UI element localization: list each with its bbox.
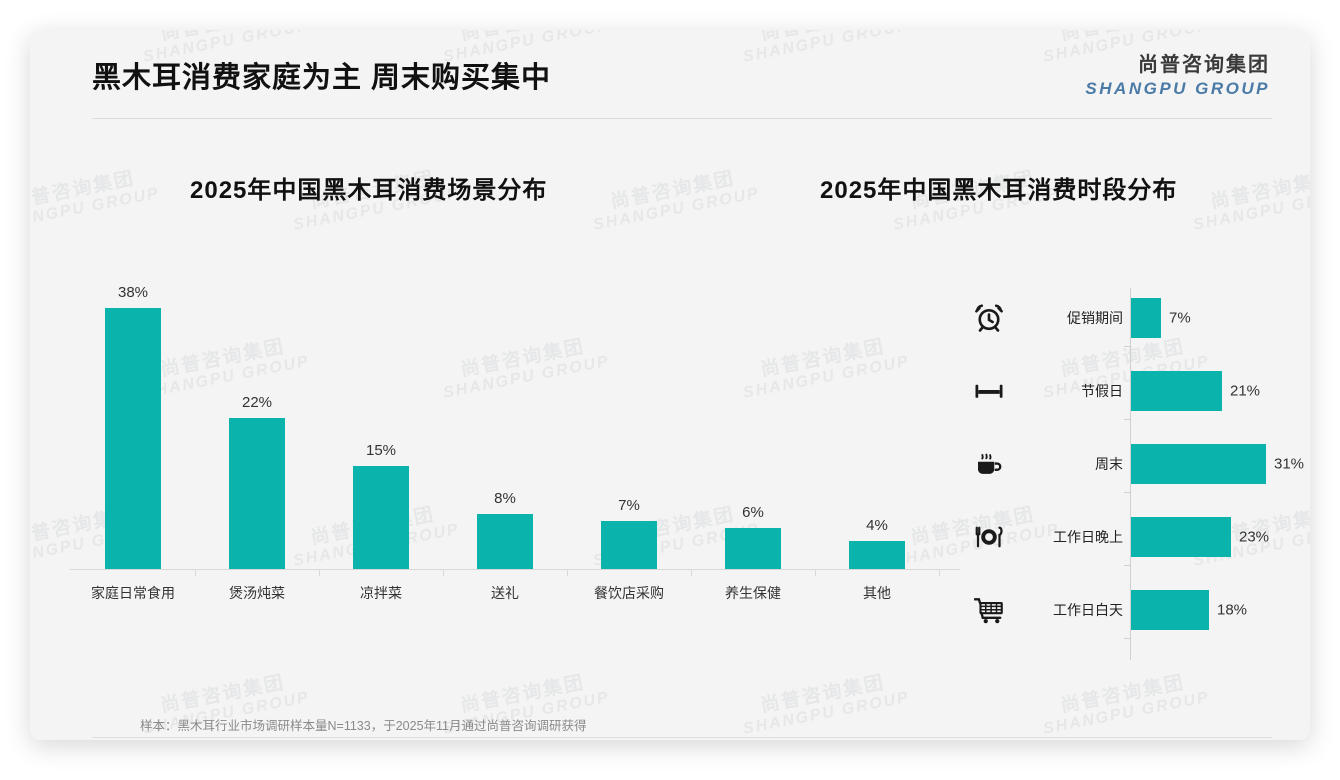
hbar-row: 工作日晚上 23% [960, 509, 1300, 565]
page-title: 黑木耳消费家庭为主 周末购买集中 [92, 62, 552, 94]
logo-english-text: SHANGPU GROUP [1085, 79, 1270, 98]
vbar-column: 22% 煲汤炖菜 [206, 394, 308, 601]
hbar-axis-tick [1124, 419, 1130, 420]
vbar-axis-tick [567, 570, 568, 576]
vbar-axis-tick [691, 570, 692, 576]
vbar-category-label: 餐饮店采购 [594, 585, 664, 601]
hbar-fill[interactable] [1131, 298, 1161, 338]
hbar-axis-tick [1124, 346, 1130, 347]
vbar-column: 7% 餐饮店采购 [578, 497, 680, 601]
hbar-category-label: 周末 [1095, 456, 1123, 472]
vbar-axis-tick [443, 570, 444, 576]
hbar-category-axis [1130, 288, 1131, 660]
vbar-fill[interactable] [601, 521, 657, 569]
shopping-cart-icon [972, 593, 1006, 627]
footer-divider [92, 737, 1272, 738]
hbar-row: 周末 31% [960, 436, 1304, 492]
vbar-value-label: 4% [866, 517, 888, 534]
vbar-value-label: 7% [618, 497, 640, 514]
vbar-value-label: 22% [241, 394, 273, 411]
vbar-value-label: 15% [365, 442, 397, 459]
vbar-category-label: 养生保健 [725, 585, 781, 601]
vbar-value-label: 6% [742, 504, 764, 521]
vbar-column: 8% 送礼 [454, 490, 556, 601]
slide-header: 黑木耳消费家庭为主 周末购买集中 尚普咨询集团 SHANGPU GROUP [30, 30, 1310, 120]
hbar-fill[interactable] [1131, 517, 1231, 557]
vbar-category-label: 送礼 [491, 585, 519, 601]
hbar-axis-tick [1124, 492, 1130, 493]
hbar-value-label: 7% [1169, 309, 1191, 327]
plate-cutlery-icon [972, 520, 1006, 554]
vbar-category-label: 家庭日常食用 [91, 585, 175, 601]
hot-beverage-icon [972, 447, 1006, 481]
hbar-fill[interactable] [1131, 590, 1209, 630]
bed-icon [972, 374, 1006, 408]
hbar-value-label: 31% [1274, 455, 1305, 473]
header-divider [92, 118, 1272, 119]
hbar-row: 工作日白天 18% [960, 582, 1300, 638]
vbar-value-label: 38% [117, 284, 149, 301]
vbar-column: 15% 凉拌菜 [330, 442, 432, 601]
hbar-category-label: 工作日白天 [1053, 602, 1123, 618]
vbar-fill[interactable] [229, 418, 285, 569]
hbar-row: 节假日 21% [960, 363, 1300, 419]
hbar-fill[interactable] [1131, 444, 1266, 484]
hbar-category-label: 节假日 [1081, 383, 1123, 399]
vbar-column: 38% 家庭日常食用 [82, 284, 184, 601]
vbar-fill[interactable] [105, 308, 161, 569]
vbar-column: 6% 养生保健 [702, 504, 804, 601]
vbar-fill[interactable] [849, 541, 905, 569]
vbar-category-label: 凉拌菜 [360, 585, 402, 601]
sample-note: 样本：黑木耳行业市场调研样本量N=1133，于2025年11月通过尚普咨询调研获… [140, 719, 587, 733]
slide-content: 黑木耳消费家庭为主 周末购买集中 尚普咨询集团 SHANGPU GROUP 20… [30, 30, 1310, 740]
consumption-time-bar-chart: 促销期间 7% 节假日 21% 周末 31% 工作日晚上 23% 工作日白天 18% [960, 280, 1304, 670]
brand-logo: 尚普咨询集团 SHANGPU GROUP [1085, 48, 1270, 99]
vbar-axis-tick [195, 570, 196, 576]
vbar-category-label: 其他 [863, 585, 891, 601]
vbar-axis-tick [319, 570, 320, 576]
vbar-category-label: 煲汤炖菜 [229, 585, 285, 601]
vbar-column: 4% 其他 [826, 517, 928, 601]
vbar-value-label: 8% [494, 490, 516, 507]
vbar-fill[interactable] [725, 528, 781, 569]
left-chart-title: 2025年中国黑木耳消费场景分布 [190, 177, 548, 204]
vbar-baseline-axis [70, 569, 960, 570]
vbar-fill[interactable] [353, 466, 409, 569]
hbar-category-label: 工作日晚上 [1053, 529, 1123, 545]
hbar-axis-tick [1124, 638, 1130, 639]
hbar-value-label: 18% [1217, 601, 1248, 619]
vbar-axis-tick [815, 570, 816, 576]
vbar-axis-tick [939, 570, 940, 576]
hbar-category-label: 促销期间 [1067, 310, 1123, 326]
hbar-row: 促销期间 7% [960, 290, 1300, 346]
alarm-clock-icon [972, 301, 1006, 335]
right-chart-title: 2025年中国黑木耳消费时段分布 [820, 177, 1178, 204]
consumption-scenario-bar-chart: 38% 家庭日常食用 22% 煲汤炖菜 15% 凉拌菜 8% 送礼 7% 餐饮店采购 6% 养生保健 4… [50, 260, 960, 601]
hbar-value-label: 21% [1230, 382, 1261, 400]
hbar-value-label: 23% [1239, 528, 1270, 546]
hbar-axis-tick [1124, 565, 1130, 566]
logo-chinese-text: 尚普咨询集团 [1138, 54, 1270, 76]
hbar-fill[interactable] [1131, 371, 1222, 411]
vbar-fill[interactable] [477, 514, 533, 569]
